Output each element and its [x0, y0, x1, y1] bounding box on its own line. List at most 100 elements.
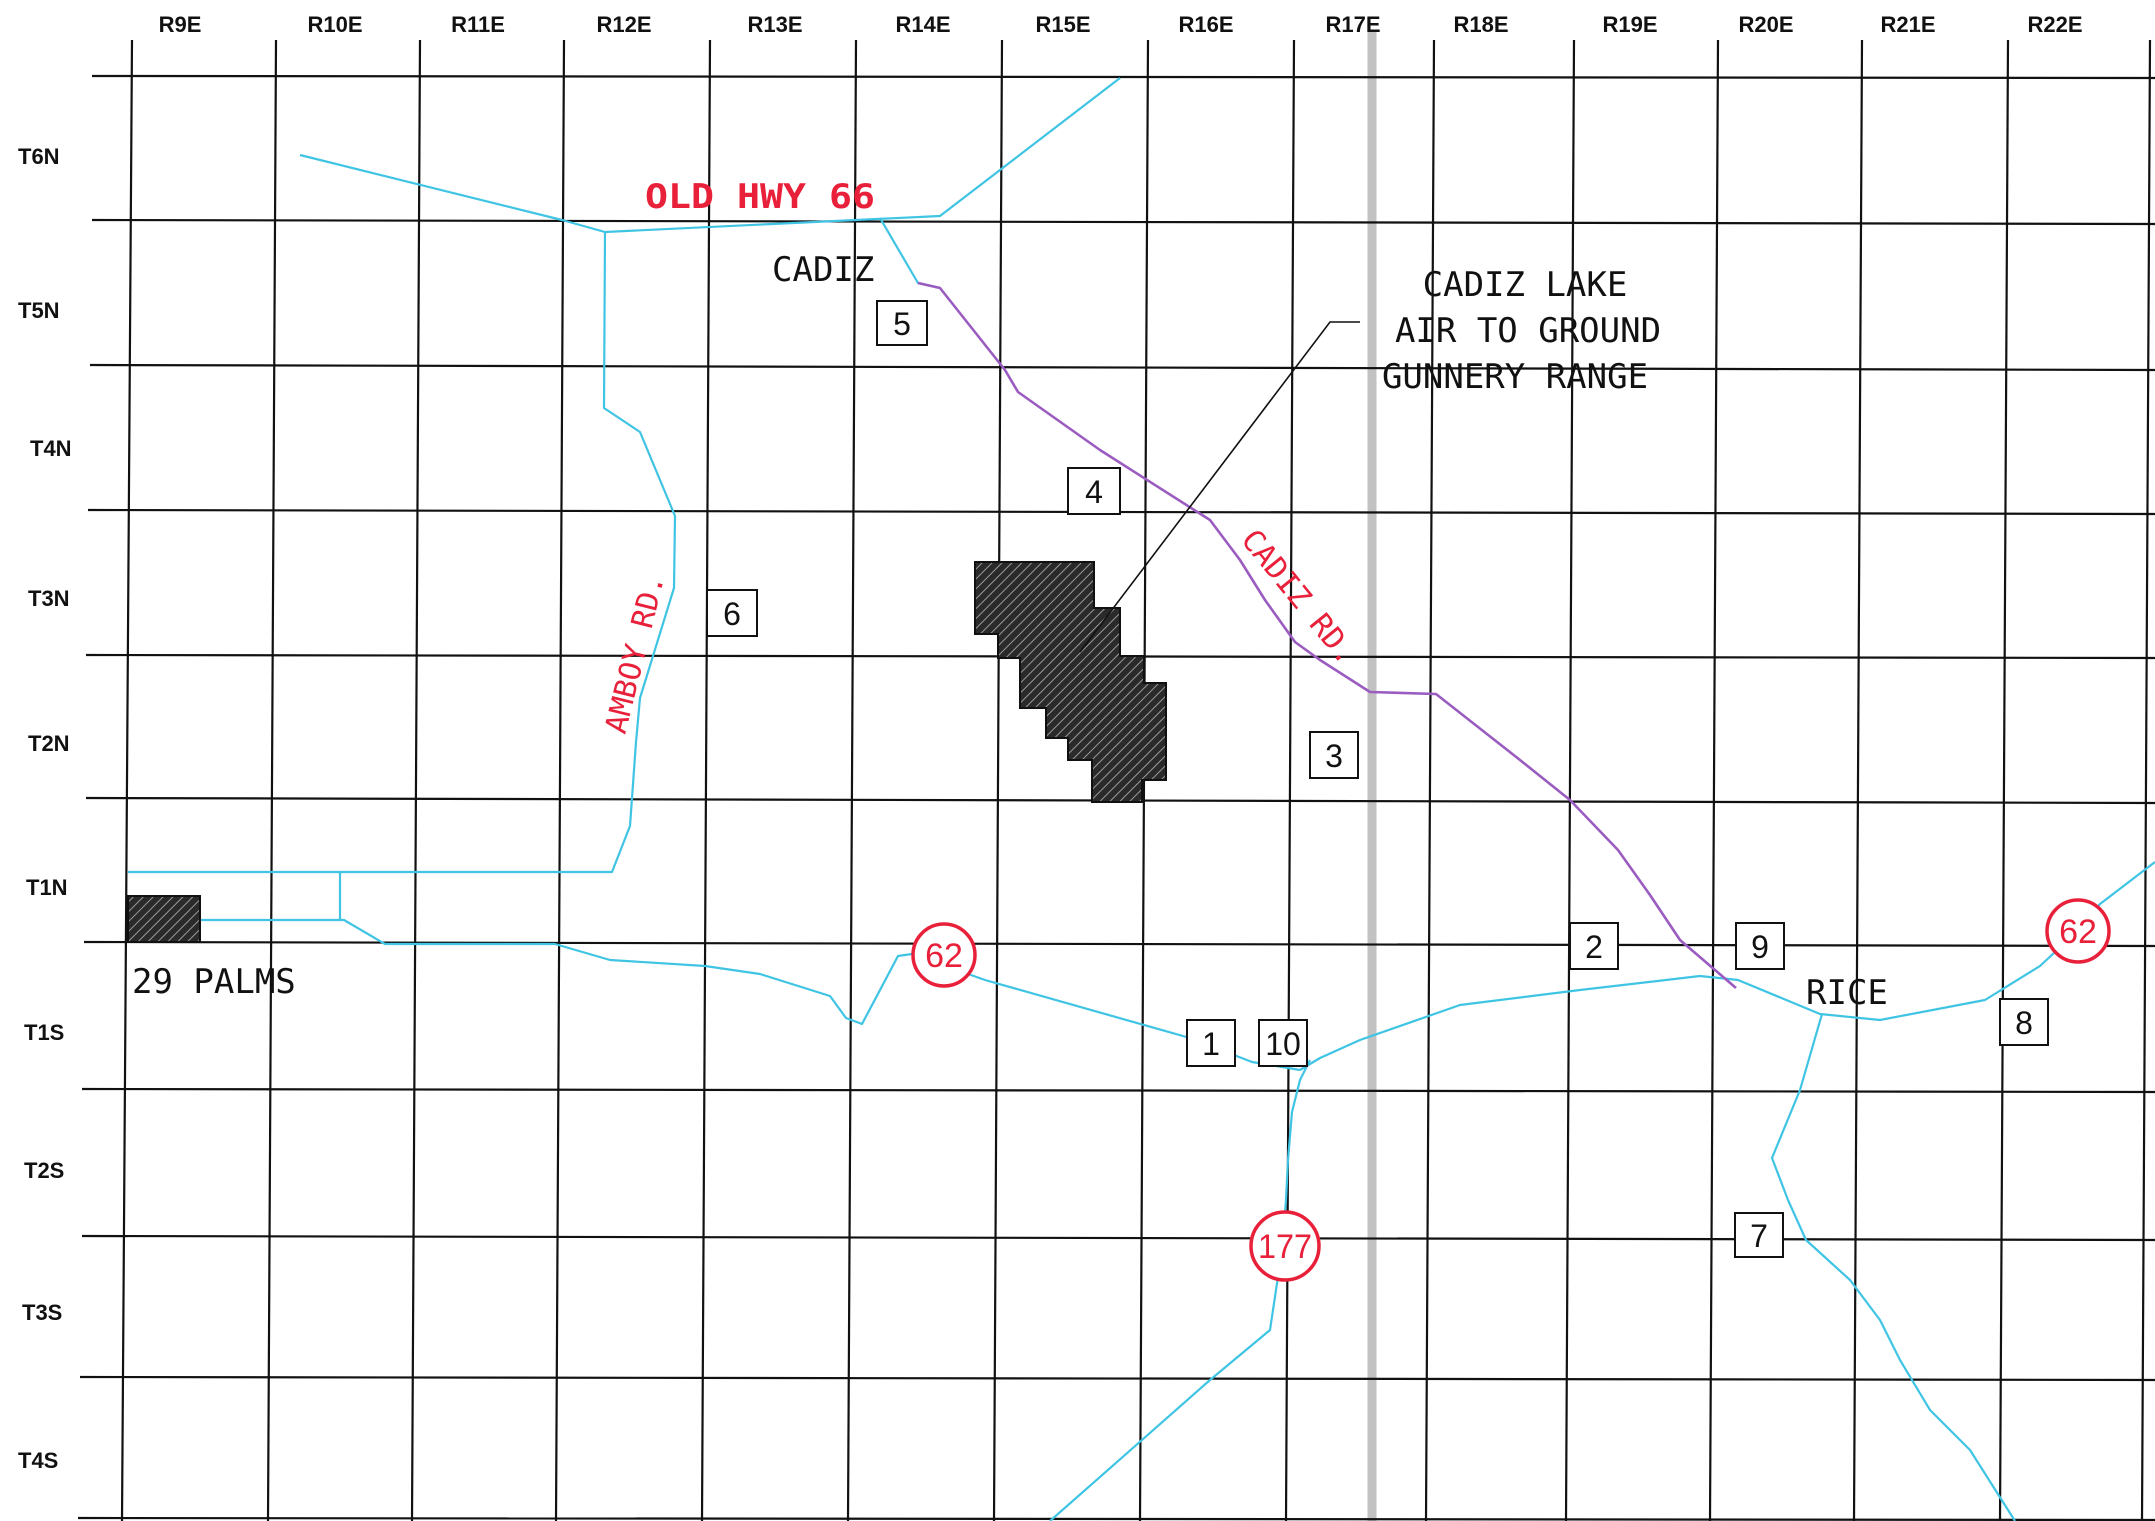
site-number: 7 [1750, 1218, 1768, 1254]
township-label: T4N [30, 436, 72, 461]
site-markers: 1 2 3 4 5 6 7 8 [706, 300, 2049, 1258]
township-line [87, 508, 2155, 516]
site-marker: 7 [1734, 1212, 1784, 1258]
township-line [77, 1516, 2155, 1521]
range-line [846, 39, 858, 1521]
site-marker: 3 [1309, 731, 1359, 779]
range-line [1284, 39, 1296, 1521]
range-line [992, 39, 1004, 1521]
site-marker: 2 [1569, 922, 1619, 970]
site-marker: 5 [876, 300, 928, 346]
rice-label: RICE [1806, 973, 1888, 1013]
township-line [83, 940, 2155, 948]
township-label: T3S [22, 1300, 62, 1325]
cadiz-road [917, 281, 1737, 989]
hwy-177-road [1049, 1059, 1311, 1521]
township-label: T4S [18, 1448, 58, 1473]
site-marker: 4 [1067, 467, 1121, 515]
highway-62-west-number: 62 [925, 937, 963, 975]
township-line [81, 1234, 2155, 1242]
township-label: T5N [18, 298, 60, 323]
grid-horizontal-lines [77, 74, 2155, 1521]
range-label: R13E [747, 12, 802, 37]
range-label: R21E [1880, 12, 1935, 37]
highway-62-east-shield: 62 [2045, 898, 2111, 964]
township-label: T1S [24, 1020, 64, 1045]
range-label: R22E [2027, 12, 2082, 37]
range-line [1852, 39, 1864, 1521]
road-network [127, 77, 2155, 1521]
twenty-nine-palms-road [127, 918, 1301, 1072]
cadiz-road-label: CADIZ RD. [1234, 523, 1364, 671]
township-line [91, 74, 2155, 80]
twenty-nine-palms-area [127, 895, 201, 943]
range-label: R12E [596, 12, 651, 37]
range-label: R9E [159, 12, 202, 37]
township-line [81, 1087, 2155, 1094]
range-label: R10E [307, 12, 362, 37]
grid-vertical-lines [120, 39, 2152, 1521]
township-label: T6N [18, 144, 60, 169]
gunnery-range-area [974, 561, 1167, 803]
cadiz-spur-road [879, 217, 941, 290]
range-label: R17E [1325, 12, 1380, 37]
callout-line-2: AIR TO GROUND [1395, 311, 1661, 351]
township-labels: T6N T5N T4N T3N T2N T1N T1S T2S T3S T4S [18, 144, 72, 1473]
range-line [1564, 39, 1576, 1521]
range-label: R18E [1453, 12, 1508, 37]
callout-line-1: CADIZ LAKE [1423, 265, 1628, 305]
highway-62-east-number: 62 [2059, 913, 2097, 951]
range-label: R16E [1178, 12, 1233, 37]
range-line [1708, 39, 1720, 1521]
township-line [89, 363, 2155, 372]
site-number: 3 [1325, 738, 1343, 774]
highway-62-west-shield: 62 [911, 922, 977, 988]
highway-177-shield: 177 [1249, 1210, 1321, 1282]
range-label: R20E [1738, 12, 1793, 37]
twenty-nine-palms-label: 29 PALMS [132, 962, 296, 1002]
highway-177-number: 177 [1258, 1228, 1312, 1266]
site-marker: 9 [1735, 922, 1785, 970]
site-marker: 8 [1999, 998, 2049, 1046]
range-line [266, 39, 278, 1521]
township-label: T2S [24, 1158, 64, 1183]
range-label: R11E [451, 12, 505, 37]
township-line [91, 218, 2155, 226]
township-line [79, 1375, 2155, 1382]
range-label: R14E [895, 12, 950, 37]
amboy-road [128, 231, 677, 874]
site-marker: 10 [1258, 1019, 1308, 1067]
township-label: T1N [26, 875, 68, 900]
range-labels: R9E R10E R11E R12E R13E R14E R15E R16E R… [159, 12, 2083, 37]
township-label: T3N [28, 586, 70, 611]
range-line [554, 39, 566, 1521]
range-line [700, 39, 712, 1521]
old-hwy-66-road [299, 77, 1121, 234]
range-line [1998, 39, 2010, 1521]
site-number: 10 [1265, 1026, 1301, 1062]
site-number: 1 [1202, 1026, 1220, 1062]
site-number: 8 [2015, 1005, 2033, 1041]
site-marker: 1 [1186, 1019, 1236, 1067]
callout-leader-line [1079, 321, 1360, 653]
site-number: 4 [1085, 474, 1103, 510]
rice-south-road [1770, 1013, 2016, 1521]
township-label: T2N [28, 731, 70, 756]
amboy-road-label: AMBOY RD. [599, 571, 672, 737]
callout-line-3: GUNNERY RANGE [1382, 357, 1648, 397]
site-number: 9 [1751, 929, 1769, 965]
range-line [120, 39, 134, 1521]
range-label: R19E [1602, 12, 1657, 37]
site-number: 6 [723, 596, 741, 632]
cadiz-label: CADIZ [772, 250, 874, 290]
site-number: 5 [893, 306, 911, 342]
range-label: R15E [1035, 12, 1090, 37]
site-number: 2 [1585, 929, 1603, 965]
site-marker: 6 [706, 589, 758, 637]
range-line [410, 39, 422, 1521]
range-line [1424, 39, 1436, 1521]
range-line [2140, 39, 2152, 1521]
old-hwy-66-label: OLD HWY 66 [645, 177, 875, 217]
